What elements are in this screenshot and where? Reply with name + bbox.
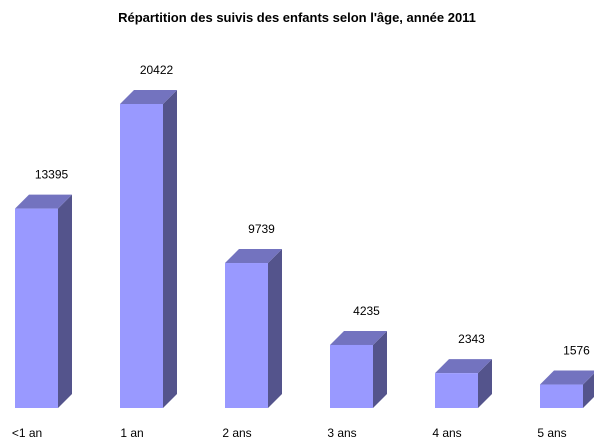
bar-front	[15, 208, 58, 408]
data-label: 1576	[563, 344, 590, 358]
bar	[120, 90, 177, 408]
bar-front	[435, 373, 478, 408]
bar-side	[478, 359, 492, 408]
data-label: 20422	[140, 63, 174, 77]
bar-front	[540, 384, 583, 408]
chart-title: Répartition des suivis des enfants selon…	[118, 10, 476, 25]
bar-top	[330, 330, 387, 345]
bar-top	[540, 370, 594, 385]
bar-front	[330, 344, 373, 408]
x-tick-label: 4 ans	[432, 426, 461, 440]
bar-side	[163, 90, 177, 408]
bar-top	[15, 194, 72, 209]
x-tick-label: 5 ans	[537, 426, 566, 440]
x-tick-label: 2 ans	[222, 426, 251, 440]
bar	[15, 194, 72, 408]
bar	[225, 249, 282, 408]
bar-side	[58, 194, 72, 408]
bar	[540, 370, 594, 408]
data-label: 9739	[248, 222, 275, 236]
data-label: 13395	[35, 168, 69, 182]
bar-top	[120, 90, 177, 104]
bar-top	[435, 359, 492, 374]
data-label: 4235	[353, 304, 380, 318]
bar-side	[268, 249, 282, 408]
x-tick-label: 1 an	[120, 426, 143, 440]
bar-side	[583, 373, 594, 408]
x-tick-label: <1 an	[12, 426, 42, 440]
x-tick-label: 3 ans	[327, 426, 356, 440]
bar	[435, 359, 492, 408]
bar-front	[225, 263, 268, 408]
bar	[330, 330, 387, 408]
bar-front	[120, 104, 163, 408]
bar-side	[373, 330, 387, 408]
bar-top	[225, 249, 282, 264]
data-label: 2343	[458, 332, 485, 346]
